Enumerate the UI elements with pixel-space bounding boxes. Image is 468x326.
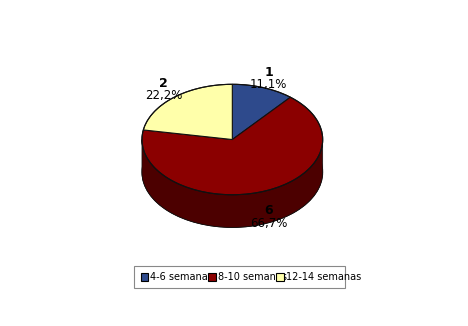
- Polygon shape: [142, 97, 322, 195]
- Bar: [276, 273, 284, 281]
- Text: 8-10 semanas: 8-10 semanas: [218, 272, 287, 282]
- Text: 11,1%: 11,1%: [250, 78, 287, 91]
- Text: 2: 2: [160, 77, 168, 90]
- Text: 1: 1: [264, 66, 273, 79]
- Text: 12-14 semanas: 12-14 semanas: [286, 272, 361, 282]
- Text: 22,2%: 22,2%: [145, 89, 183, 102]
- FancyBboxPatch shape: [134, 266, 345, 288]
- Polygon shape: [232, 84, 291, 140]
- Text: 66,7%: 66,7%: [250, 217, 287, 230]
- Ellipse shape: [142, 117, 323, 228]
- Polygon shape: [143, 84, 232, 140]
- Polygon shape: [142, 140, 322, 227]
- Text: 4-6 semanas: 4-6 semanas: [150, 272, 213, 282]
- Text: 6: 6: [264, 204, 273, 217]
- Bar: [208, 273, 216, 281]
- Bar: [141, 273, 148, 281]
